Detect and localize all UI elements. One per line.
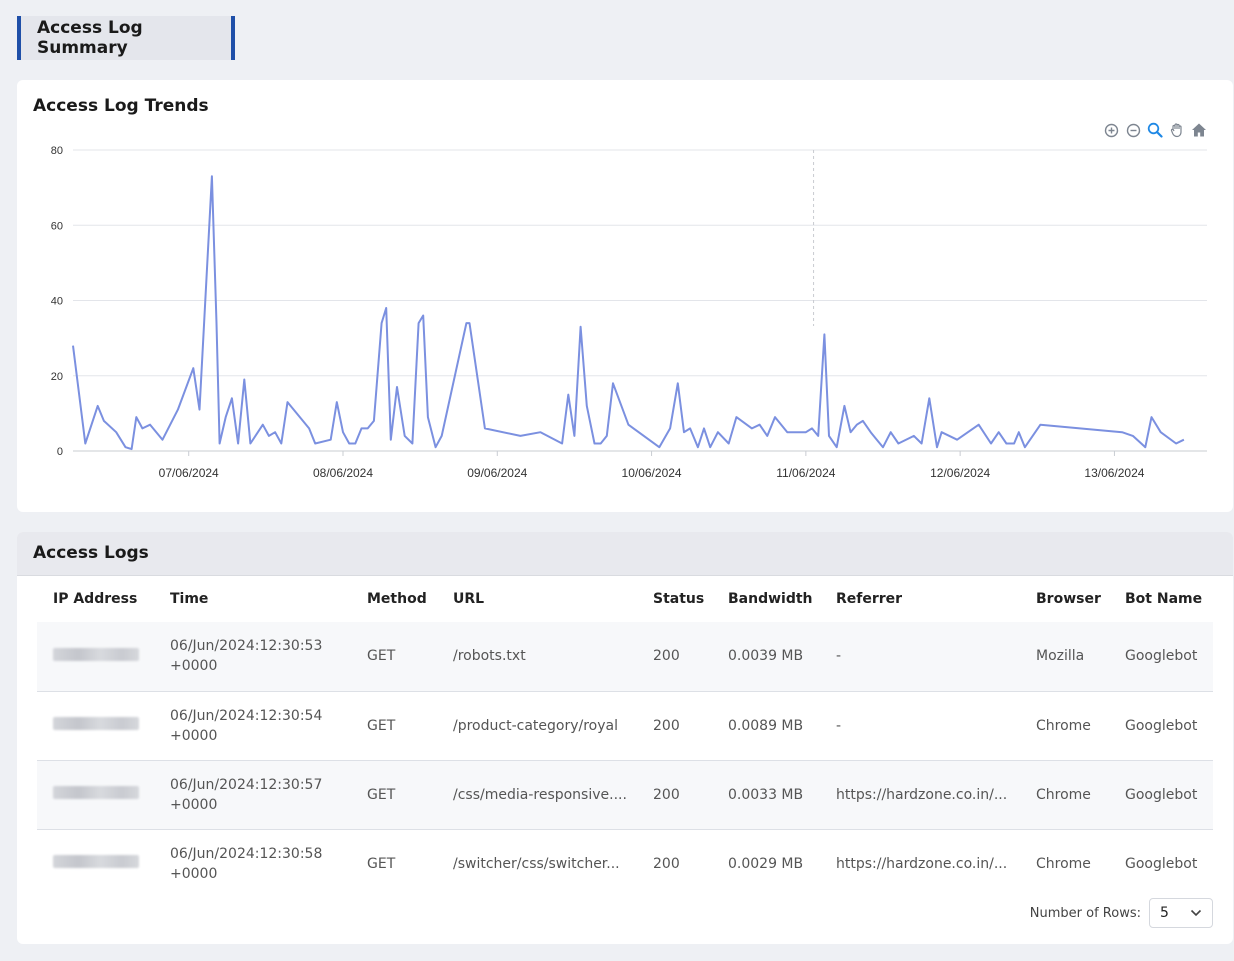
access-logs-title: Access Logs [33, 543, 149, 563]
zoom-select-icon[interactable] [1147, 122, 1163, 138]
trends-title: Access Log Trends [33, 96, 209, 116]
column-header[interactable]: URL [453, 591, 485, 607]
status-cell: 200 [637, 760, 712, 830]
time-value: 06/Jun/2024:12:30:58 [170, 845, 323, 862]
bot-name-cell: Googlebot [1109, 622, 1213, 692]
ip-cell [37, 829, 154, 898]
column-header[interactable]: Referrer [836, 591, 903, 607]
time-cell: 06/Jun/2024:12:30:57 +0000 [154, 760, 351, 830]
time-value: 06/Jun/2024:12:30:57 [170, 776, 323, 793]
url-cell: /product-category/royal [437, 691, 637, 761]
x-tick-label: 11/06/2024 [776, 466, 835, 480]
rows-per-page-select[interactable]: 5 [1149, 898, 1213, 928]
y-tick-label: 20 [51, 371, 63, 383]
y-tick-label: 60 [51, 220, 63, 232]
referrer-cell: https://hardzone.co.in/... [820, 829, 1020, 898]
access-logs-card: Access Logs IP Address Time Method URL S… [17, 532, 1233, 944]
series-line [72, 175, 1185, 451]
bandwidth-cell: 0.0029 MB [712, 829, 820, 898]
redacted-ip [53, 786, 139, 799]
chart-toolbar [1103, 122, 1207, 138]
time-cell: 06/Jun/2024:12:30:58 +0000 [154, 829, 351, 898]
browser-cell: Chrome [1020, 691, 1109, 761]
status-cell: 200 [637, 622, 712, 692]
url-cell: /switcher/css/switcher... [437, 829, 637, 898]
timezone-value: +0000 [170, 865, 218, 882]
chevron-down-icon [1190, 909, 1202, 917]
method-cell: GET [351, 829, 437, 898]
ip-cell [37, 691, 154, 761]
zoom-in-icon[interactable] [1103, 122, 1119, 138]
time-cell: 06/Jun/2024:12:30:54 +0000 [154, 691, 351, 761]
method-cell: GET [351, 622, 437, 692]
access-logs-header: Access Logs [17, 532, 1233, 576]
time-value: 06/Jun/2024:12:30:54 [170, 707, 323, 724]
access-logs-table: IP Address Time Method URL Status Bandwi… [37, 576, 1213, 898]
bandwidth-cell: 0.0033 MB [712, 760, 820, 830]
ip-cell [37, 760, 154, 830]
column-header[interactable]: IP Address [53, 591, 138, 607]
status-cell: 200 [637, 691, 712, 761]
method-cell: GET [351, 760, 437, 830]
table-row[interactable]: 06/Jun/2024:12:30:53 +0000 GET /robots.tx… [37, 622, 1213, 692]
rows-per-page: Number of Rows: 5 [1030, 898, 1213, 928]
home-icon[interactable] [1191, 122, 1207, 138]
table-row[interactable]: 06/Jun/2024:12:30:57 +0000 GET /css/media… [37, 760, 1213, 830]
timezone-value: +0000 [170, 796, 218, 813]
column-header[interactable]: Method [367, 591, 427, 607]
rows-label: Number of Rows: [1029, 905, 1141, 921]
redacted-ip [53, 647, 139, 661]
column-header[interactable]: Bandwidth [728, 591, 813, 607]
column-header[interactable]: Bot Name [1125, 591, 1203, 607]
x-tick-label: 08/06/2024 [313, 466, 373, 480]
bandwidth-cell: 0.0039 MB [712, 622, 820, 692]
access-log-trends-chart[interactable]: 0 20 40 60 80 07/06/2024 08/06/2024 09/06/2024 1… [17, 80, 1233, 512]
browser-cell: Mozilla [1020, 622, 1109, 692]
y-tick-label: 80 [51, 145, 63, 157]
timezone-value: +0000 [170, 727, 218, 744]
y-tick-label: 0 [57, 446, 63, 458]
table-header-row: IP Address Time Method URL Status Bandwi… [37, 576, 1213, 622]
referrer-cell: - [820, 622, 1020, 692]
y-tick-label: 40 [51, 296, 63, 308]
url-cell: /robots.txt [437, 622, 637, 692]
x-tick-label: 12/06/2024 [930, 466, 990, 480]
time-value: 06/Jun/2024:12:30:53 [170, 638, 323, 655]
x-tick-label: 10/06/2024 [622, 466, 682, 480]
ip-cell [37, 622, 154, 692]
status-cell: 200 [637, 829, 712, 898]
method-cell: GET [351, 691, 437, 761]
zoom-out-icon[interactable] [1125, 122, 1141, 138]
browser-cell: Chrome [1020, 829, 1109, 898]
table-row[interactable]: 06/Jun/2024:12:30:58 +0000 GET /switcher/… [37, 829, 1213, 898]
bot-name-cell: Googlebot [1109, 760, 1213, 830]
browser-cell: Chrome [1020, 760, 1109, 830]
x-tick-label: 07/06/2024 [159, 466, 219, 480]
pan-icon[interactable] [1169, 122, 1185, 138]
bot-name-cell: Googlebot [1109, 829, 1213, 898]
column-header[interactable]: Status [653, 591, 705, 607]
bandwidth-cell: 0.0089 MB [712, 691, 820, 761]
referrer-cell: - [820, 691, 1020, 761]
page-title: Access Log Summary [17, 16, 235, 60]
column-header[interactable]: Time [170, 591, 209, 607]
redacted-ip [53, 855, 139, 869]
column-header[interactable]: Browser [1036, 591, 1101, 607]
bot-name-cell: Googlebot [1109, 691, 1213, 761]
x-tick-label: 09/06/2024 [467, 466, 527, 480]
access-log-trends-card: Access Log Trends 0 20 40 60 80 07/06/2024 08/… [17, 80, 1233, 512]
time-cell: 06/Jun/2024:12:30:53 +0000 [154, 622, 351, 692]
redacted-ip [53, 717, 139, 730]
timezone-value: +0000 [170, 658, 218, 675]
x-tick-label: 13/06/2024 [1084, 466, 1144, 480]
table-row[interactable]: 06/Jun/2024:12:30:54 +0000 GET /product-c… [37, 691, 1213, 761]
referrer-cell: https://hardzone.co.in/... [820, 760, 1020, 830]
rows-value: 5 [1160, 905, 1169, 921]
url-cell: /css/media-responsive.... [437, 760, 637, 830]
